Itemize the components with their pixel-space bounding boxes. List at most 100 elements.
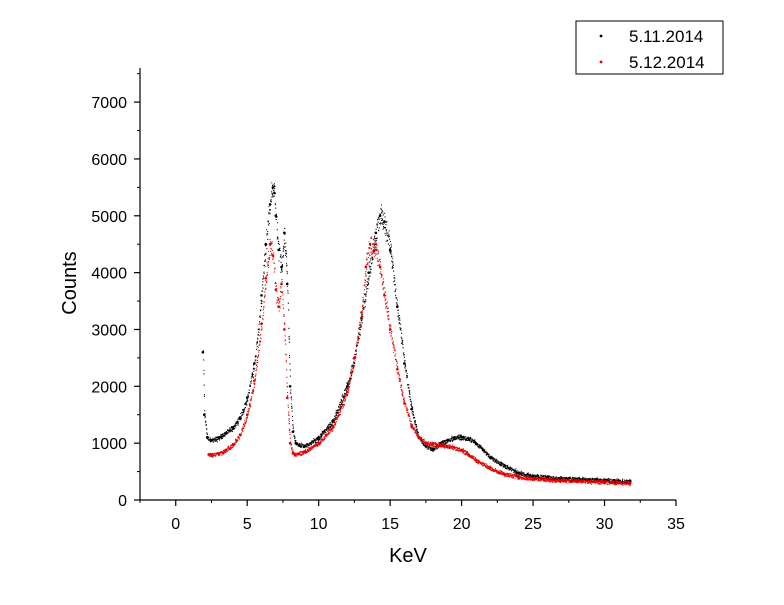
data-dot bbox=[284, 340, 286, 342]
data-dot bbox=[578, 476, 580, 478]
data-dot bbox=[342, 407, 344, 409]
data-dot bbox=[384, 297, 386, 299]
data-dot bbox=[334, 423, 336, 425]
data-dot bbox=[470, 437, 472, 439]
data-dot bbox=[409, 420, 411, 422]
data-dot bbox=[476, 462, 478, 464]
data-dot bbox=[411, 402, 413, 404]
data-dot bbox=[499, 473, 501, 475]
data-dot bbox=[340, 410, 342, 412]
data-dot bbox=[289, 434, 291, 436]
data-dot bbox=[398, 318, 400, 320]
data-dot bbox=[204, 416, 206, 419]
data-dot bbox=[518, 478, 520, 480]
data-dot bbox=[425, 443, 427, 445]
data-dot bbox=[453, 448, 455, 451]
data-dot bbox=[415, 423, 417, 426]
data-dot bbox=[582, 481, 584, 483]
data-dot bbox=[324, 434, 326, 436]
data-dot bbox=[425, 444, 427, 446]
data-dot bbox=[232, 446, 234, 448]
data-dot bbox=[618, 479, 620, 481]
data-dot bbox=[317, 437, 319, 439]
data-dot bbox=[616, 482, 618, 484]
data-dot bbox=[235, 424, 237, 426]
data-dot bbox=[555, 479, 557, 481]
data-dot bbox=[487, 455, 490, 457]
data-dot bbox=[561, 480, 563, 482]
data-dot bbox=[273, 256, 275, 258]
data-dot bbox=[512, 471, 514, 473]
data-dot bbox=[289, 431, 291, 433]
data-dot bbox=[397, 373, 399, 375]
data-dot bbox=[371, 253, 373, 255]
data-dot bbox=[286, 271, 288, 273]
data-dot bbox=[438, 446, 440, 448]
data-dot bbox=[621, 482, 623, 484]
data-dot bbox=[585, 477, 587, 479]
data-dot bbox=[469, 454, 471, 456]
data-dot bbox=[565, 477, 568, 479]
data-dot bbox=[316, 438, 318, 441]
data-dot bbox=[605, 482, 607, 484]
data-dot bbox=[596, 479, 598, 481]
data-dot bbox=[233, 444, 235, 446]
data-dot bbox=[529, 474, 531, 476]
data-dot bbox=[463, 435, 465, 437]
data-dot bbox=[351, 367, 353, 370]
data-dot bbox=[264, 288, 267, 291]
data-dot bbox=[535, 476, 537, 478]
data-dot bbox=[600, 480, 602, 482]
data-dot bbox=[374, 239, 376, 241]
data-dot bbox=[576, 479, 578, 481]
data-dot bbox=[480, 461, 482, 463]
data-dot bbox=[351, 365, 353, 367]
data-dot bbox=[530, 473, 532, 475]
data-dot bbox=[263, 305, 265, 308]
data-dot bbox=[370, 248, 373, 250]
data-dot bbox=[528, 475, 530, 477]
data-dot bbox=[594, 482, 596, 484]
data-dot bbox=[488, 466, 490, 468]
data-dot bbox=[461, 436, 463, 438]
data-dot bbox=[323, 432, 325, 434]
data-dot bbox=[374, 235, 376, 237]
data-dot bbox=[602, 479, 604, 481]
data-dot bbox=[492, 458, 494, 460]
data-dot bbox=[583, 477, 585, 479]
data-dot bbox=[235, 440, 237, 442]
data-dot bbox=[582, 477, 584, 479]
data-dot bbox=[552, 478, 554, 481]
data-dot bbox=[355, 353, 358, 355]
data-dot bbox=[288, 413, 290, 415]
data-dot bbox=[276, 301, 278, 303]
data-dot bbox=[287, 398, 289, 400]
data-dot bbox=[422, 442, 424, 444]
data-dot bbox=[241, 429, 243, 431]
data-dot bbox=[412, 406, 414, 408]
data-dot bbox=[361, 314, 363, 316]
data-dot bbox=[221, 434, 223, 436]
data-dot bbox=[472, 455, 474, 457]
data-dot bbox=[261, 322, 263, 324]
data-dot bbox=[314, 445, 316, 447]
data-dot bbox=[236, 438, 238, 440]
data-dot bbox=[475, 458, 477, 460]
data-dot bbox=[284, 227, 286, 230]
data-dot bbox=[301, 453, 303, 455]
data-dot bbox=[339, 408, 341, 410]
data-dot bbox=[414, 429, 416, 431]
data-dot bbox=[560, 482, 562, 484]
data-dot bbox=[523, 472, 525, 474]
data-dot bbox=[243, 411, 245, 413]
data-dot bbox=[600, 483, 602, 485]
data-dot bbox=[477, 444, 479, 446]
data-point bbox=[395, 305, 399, 309]
x-tick-label: 15 bbox=[381, 516, 399, 533]
data-dot bbox=[541, 475, 544, 477]
data-dot bbox=[311, 445, 313, 447]
data-dot bbox=[301, 445, 303, 447]
data-dot bbox=[462, 449, 464, 451]
data-dot bbox=[448, 444, 450, 446]
